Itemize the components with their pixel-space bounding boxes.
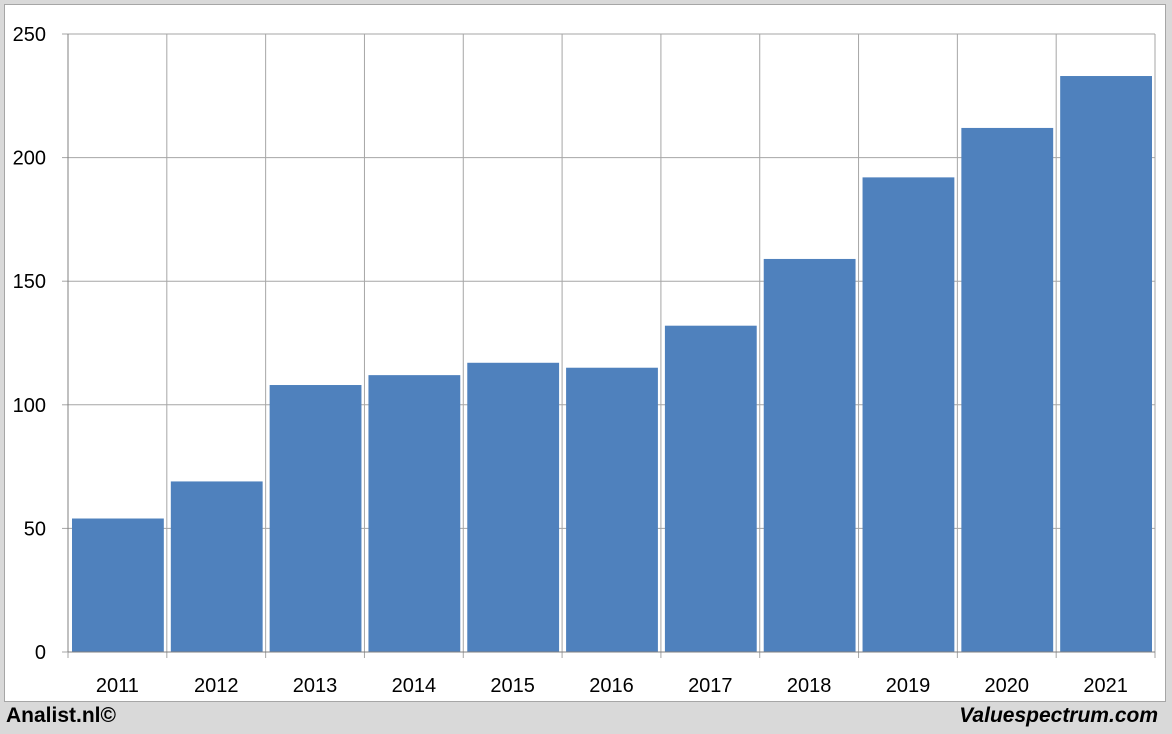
bar bbox=[961, 127, 1054, 653]
x-tick-label: 2020 bbox=[985, 675, 1030, 697]
bar-chart: 0 50 100 150 200 250 2011 2012 2013 2014 2015 2016 2… bbox=[13, 24, 1156, 697]
x-tick-label: 2011 bbox=[96, 675, 139, 697]
y-tick-label: 150 bbox=[13, 271, 46, 293]
footer: Analist.nl© Valuespectrum.com bbox=[0, 702, 1172, 734]
bar bbox=[1060, 76, 1152, 653]
y-tick-label: 50 bbox=[24, 518, 46, 540]
x-tick-label: 2019 bbox=[886, 675, 931, 697]
y-tick-label: 200 bbox=[13, 148, 46, 170]
y-tick-label: 100 bbox=[13, 395, 46, 417]
x-tick-label: 2017 bbox=[688, 675, 733, 697]
bar bbox=[170, 481, 263, 652]
bar bbox=[467, 362, 560, 652]
bar bbox=[72, 518, 164, 652]
bar bbox=[862, 177, 955, 652]
x-tick-label: 2016 bbox=[589, 675, 634, 697]
x-tick-label: 2012 bbox=[194, 675, 239, 697]
bar bbox=[763, 258, 856, 652]
x-tick-label: 2018 bbox=[787, 675, 832, 697]
x-tick-label: 2013 bbox=[293, 675, 338, 697]
bar bbox=[368, 375, 461, 652]
x-tick-label: 2014 bbox=[392, 675, 437, 697]
bar bbox=[664, 325, 757, 652]
bar bbox=[566, 367, 658, 652]
y-tick-label: 0 bbox=[35, 642, 46, 664]
y-tick-label: 250 bbox=[13, 24, 46, 46]
footer-source-right: Valuespectrum.com bbox=[959, 704, 1158, 727]
footer-source-left: Analist.nl© bbox=[6, 704, 116, 727]
x-tick-label: 2021 bbox=[1083, 675, 1128, 697]
x-tick-label: 2015 bbox=[490, 675, 535, 697]
bar bbox=[269, 385, 362, 652]
